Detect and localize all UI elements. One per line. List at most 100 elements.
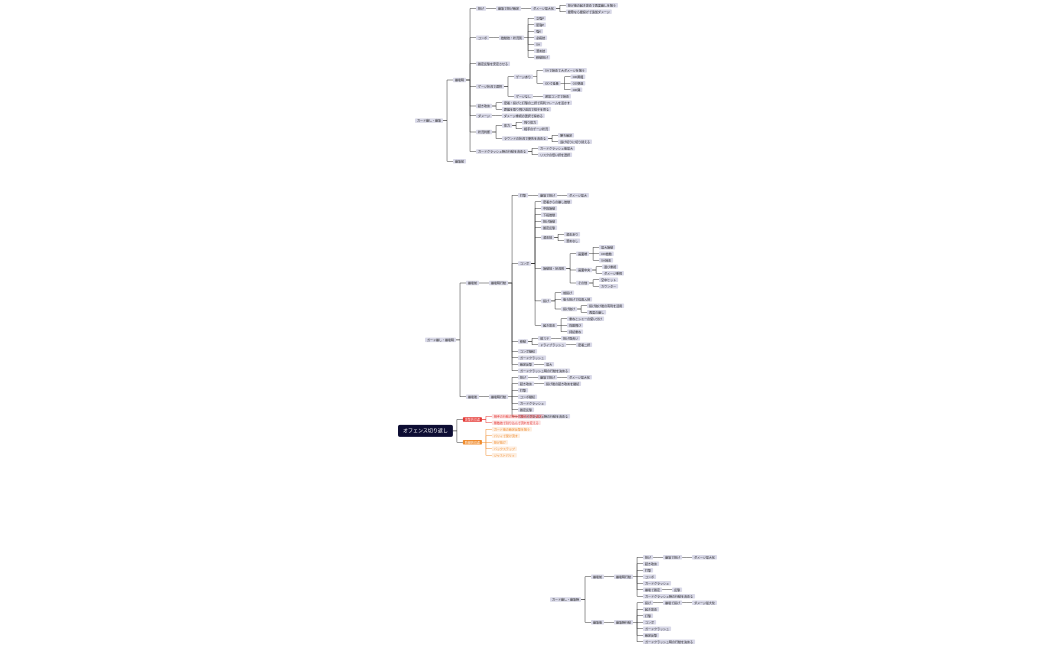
node-label: 攻撃的切返: [465, 417, 480, 422]
node-box: [534, 41, 543, 47]
node-box: [567, 374, 592, 380]
connector: [581, 599, 592, 623]
node-label: ダメージ: [478, 113, 490, 118]
node-label: 最大始動: [601, 244, 613, 249]
connector: [508, 390, 519, 397]
node-box: [576, 280, 590, 286]
node-box: [542, 80, 561, 86]
node-box: [538, 342, 567, 348]
node-box: [614, 619, 634, 625]
connector: [528, 338, 539, 342]
connector: [456, 339, 467, 397]
node-box: [558, 132, 575, 138]
node-label: 確定反撃: [520, 407, 532, 412]
node-label: OD始動: [601, 251, 612, 256]
node-label: ダメージ最大化: [694, 554, 715, 559]
node-label: 状況判断: [478, 129, 490, 134]
node-label: 崩壊時行動: [491, 394, 506, 399]
node-box: [462, 439, 482, 445]
node-label: SA: [536, 42, 541, 46]
node-label: 必殺技: [536, 35, 545, 40]
connector: [531, 263, 542, 269]
node-label: 屈強P: [536, 22, 544, 27]
node-label: 始動技・状況別: [501, 35, 522, 40]
node-box: [576, 251, 590, 257]
node-label: コンボ: [645, 619, 654, 624]
connector: [554, 237, 565, 241]
node-box: [496, 6, 522, 11]
node-label: 溜め技: [536, 48, 545, 53]
node-label: ダメージ重視: [604, 270, 622, 275]
connector: [531, 214, 542, 264]
node-box: [643, 606, 660, 612]
node-label: 起き攻め: [645, 606, 657, 611]
node-label: 打撃: [520, 387, 526, 392]
connector: [466, 79, 477, 87]
connector: [508, 396, 519, 417]
node-label: 溜めあり: [566, 231, 578, 236]
node-label: 相手の行動の隙を見極めて切り返す: [494, 413, 542, 418]
node-label: 勝ち確定: [560, 132, 572, 137]
node-label: 崩壊後: [593, 619, 602, 624]
node-label: ダメージ重視の選択で締める: [504, 113, 543, 118]
node-label: SAで締めて大ダメージを狙う: [545, 67, 585, 72]
connector: [481, 419, 492, 423]
node-label: ガード後の確定反撃を狙う: [494, 426, 530, 431]
connector: [508, 282, 519, 365]
node-label: 崩壊時: [455, 77, 464, 82]
node-box: [643, 626, 672, 632]
node-box: [491, 439, 508, 445]
node-box: [476, 84, 504, 89]
node-box: [541, 298, 552, 304]
node-box: [466, 394, 480, 400]
connector: [492, 131, 503, 139]
node-label: 下段始動: [543, 212, 555, 217]
connector: [589, 282, 600, 287]
connector: [566, 253, 577, 269]
node-label: 崩壊時行動: [616, 619, 631, 624]
node-label: 相手のゲージ状況: [524, 126, 548, 131]
connector: [443, 120, 454, 162]
node-label: 投げ抜け後の有利を活用: [589, 303, 622, 308]
node-label: 運び重視: [604, 264, 616, 269]
connector: [466, 63, 477, 81]
node-label: コンボ: [520, 261, 529, 266]
node-label: ゲージあり: [516, 74, 531, 79]
node-box: [538, 335, 552, 341]
connector: [589, 247, 600, 254]
connector: [524, 31, 535, 38]
node-label: 最大: [546, 361, 552, 366]
connector: [508, 195, 519, 284]
node-label: 崩壊前: [593, 574, 602, 579]
node-label: 崩壊後: [468, 394, 477, 399]
node-label: 起き攻め: [543, 322, 555, 327]
node-box: [453, 77, 467, 83]
node-box: [561, 296, 593, 302]
node-box: [534, 48, 548, 54]
node-label: 中段始動: [543, 205, 555, 210]
node-label: 密着・投げと打撃の二択で有利フレームを活かす: [504, 100, 570, 105]
node-box: [491, 452, 517, 458]
node-label: ジャストパリィ: [494, 452, 515, 457]
node-box: [476, 35, 490, 41]
node-box: [567, 192, 589, 198]
node-box: [561, 306, 578, 312]
node-box: [518, 374, 529, 380]
node-label: ガード崩し・崩壊: [417, 118, 441, 123]
node-box: [518, 361, 535, 367]
node-box: [576, 267, 593, 273]
node-label: ガードクラッシュ時の行動を決める: [645, 639, 693, 644]
node-label: 重ねとシミーの使い分け: [569, 316, 602, 321]
node-box: [534, 15, 546, 21]
node-label: バックステップ: [494, 446, 515, 451]
connector: [528, 148, 539, 152]
node-box: [518, 394, 538, 400]
node-label: 投げ後の起き攻めを継続: [546, 381, 579, 386]
node-box: [564, 238, 581, 244]
connector: [551, 300, 562, 310]
connector: [551, 292, 562, 302]
connector: [633, 570, 644, 577]
node-box: [513, 74, 533, 80]
node-label: ドライブラッシュ: [540, 342, 564, 347]
node-label: ダメージ最大: [569, 192, 587, 197]
